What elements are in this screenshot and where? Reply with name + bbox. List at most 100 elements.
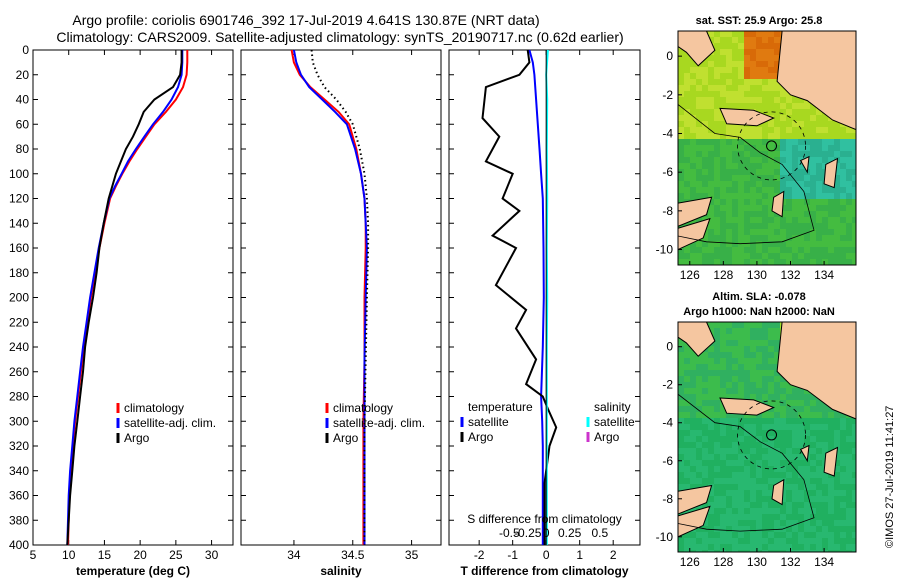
map-cell (774, 340, 780, 346)
map-cell (828, 229, 834, 235)
map-cell (822, 205, 828, 211)
map-cell (786, 424, 792, 430)
map-cell (762, 241, 768, 247)
map-cell (846, 442, 852, 448)
map-cell (750, 259, 756, 265)
map-cell (792, 526, 798, 532)
map-cell (702, 532, 708, 538)
map-cell (690, 85, 696, 91)
map-cell (696, 376, 702, 382)
map-cell (798, 187, 804, 193)
map-cell (762, 478, 768, 484)
map-cell (840, 496, 846, 502)
map-cell (750, 67, 756, 73)
map-cell (720, 79, 726, 85)
map-cell (816, 229, 822, 235)
map-cell (762, 145, 768, 151)
map-cell (792, 454, 798, 460)
map-cell (798, 115, 804, 121)
map-cell (720, 358, 726, 364)
map-cell (738, 538, 744, 544)
map-cell (810, 472, 816, 478)
map-cell (744, 388, 750, 394)
map-cell (684, 346, 690, 352)
map-cell (678, 61, 684, 67)
map-cell (786, 109, 792, 115)
map-cell (768, 109, 774, 115)
map-cell (762, 490, 768, 496)
map-cell (792, 460, 798, 466)
map-x-tick-label: 128 (713, 555, 733, 569)
map-cell (726, 550, 732, 552)
map-cell (840, 211, 846, 217)
map-cell (744, 211, 750, 217)
map-cell (690, 61, 696, 67)
map-cell (702, 151, 708, 157)
map-cell (780, 418, 786, 424)
map-cell (708, 193, 714, 199)
map-cell (726, 430, 732, 436)
y-tick-label: 260 (9, 365, 29, 379)
map-cell (696, 127, 702, 133)
map-cell (852, 193, 856, 199)
map-cell (774, 115, 780, 121)
map-cell (780, 133, 786, 139)
map-cell (744, 454, 750, 460)
map-cell (750, 388, 756, 394)
map-cell (774, 382, 780, 388)
map-cell (786, 127, 792, 133)
map-cell (762, 139, 768, 145)
map-cell (750, 484, 756, 490)
map-cell (810, 229, 816, 235)
map-cell (714, 334, 720, 340)
map-cell (846, 187, 852, 193)
map-cell (810, 430, 816, 436)
map-cell (690, 418, 696, 424)
map-cell (720, 175, 726, 181)
map-cell (816, 496, 822, 502)
map-cell (762, 508, 768, 514)
map-cell (816, 121, 822, 127)
map-cell (684, 67, 690, 73)
map-cell (810, 442, 816, 448)
map-cell (846, 514, 852, 520)
map-cell (852, 442, 856, 448)
map-cell (678, 55, 684, 61)
map-cell (714, 550, 720, 552)
map-cell (726, 544, 732, 550)
map-cell (762, 364, 768, 370)
x-tick-label: 15 (98, 548, 112, 562)
map-cell (780, 181, 786, 187)
map-cell (756, 97, 762, 103)
map-cell (828, 532, 834, 538)
map-cell (726, 460, 732, 466)
x-tick-label: 1 (576, 548, 583, 562)
map-cell (798, 163, 804, 169)
map-cell (714, 115, 720, 121)
map-cell (690, 127, 696, 133)
map-cell (828, 253, 834, 259)
map-cell (792, 253, 798, 259)
map-cell (732, 151, 738, 157)
map-cell (774, 241, 780, 247)
map-cell (744, 43, 750, 49)
map-cell (756, 61, 762, 67)
x-tick-label: 25 (169, 548, 183, 562)
map-cell (840, 490, 846, 496)
map-cell (780, 466, 786, 472)
map-cell (744, 364, 750, 370)
map-cell (804, 187, 810, 193)
map-cell (840, 193, 846, 199)
map-cell (768, 205, 774, 211)
y-tick-label: 60 (16, 117, 30, 131)
map-cell (792, 448, 798, 454)
map-cell (774, 412, 780, 418)
map-cell (714, 151, 720, 157)
map-cell (828, 199, 834, 205)
map-cell (774, 109, 780, 115)
map-cell (726, 346, 732, 352)
map-cell (750, 376, 756, 382)
map-cell (804, 241, 810, 247)
map-cell (750, 61, 756, 67)
map-cell (720, 151, 726, 157)
